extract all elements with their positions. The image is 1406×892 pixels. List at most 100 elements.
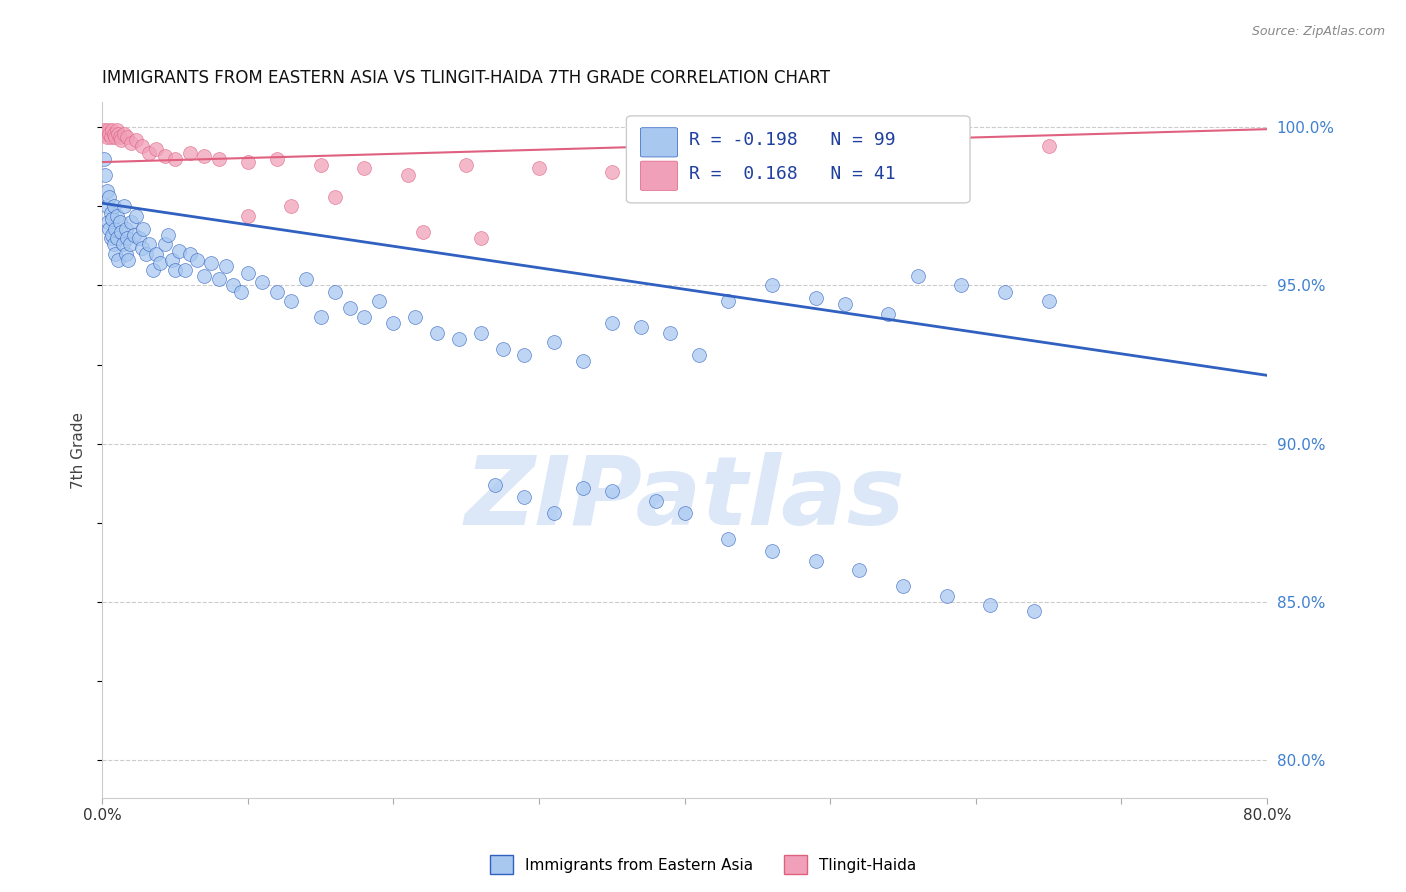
Point xyxy=(115,129,138,144)
Point xyxy=(101,227,124,242)
Point xyxy=(470,231,492,245)
Point xyxy=(101,212,124,227)
Point xyxy=(484,478,506,492)
Point xyxy=(120,136,142,150)
Point xyxy=(138,237,160,252)
Point xyxy=(630,319,652,334)
Point xyxy=(323,285,346,299)
Point xyxy=(994,285,1017,299)
Point xyxy=(382,317,405,331)
Point xyxy=(193,268,215,283)
Point xyxy=(717,294,740,309)
Point xyxy=(208,272,231,286)
Y-axis label: 7th Grade: 7th Grade xyxy=(72,411,86,489)
Point xyxy=(877,307,900,321)
Point xyxy=(163,152,186,166)
Point xyxy=(153,237,176,252)
Point xyxy=(527,161,550,176)
Point xyxy=(804,554,827,568)
Point xyxy=(100,205,122,219)
Point xyxy=(193,149,215,163)
Point xyxy=(644,493,666,508)
Point xyxy=(950,278,973,293)
Point xyxy=(97,123,120,137)
Point xyxy=(153,149,176,163)
Point xyxy=(761,544,783,558)
Point xyxy=(404,310,426,325)
Point xyxy=(110,225,132,239)
Point xyxy=(513,491,536,505)
Point xyxy=(132,221,155,235)
Point xyxy=(135,247,157,261)
Point xyxy=(659,326,682,340)
Point xyxy=(179,145,201,160)
Point xyxy=(163,262,186,277)
Point xyxy=(145,143,167,157)
Point xyxy=(93,123,115,137)
Point xyxy=(309,158,332,172)
Point xyxy=(103,127,125,141)
Point xyxy=(396,168,419,182)
Point xyxy=(447,332,470,346)
Point xyxy=(101,123,124,137)
Point xyxy=(747,152,769,166)
Point xyxy=(108,215,131,229)
Point xyxy=(118,237,141,252)
Point xyxy=(103,199,125,213)
Point xyxy=(236,209,259,223)
Point xyxy=(339,301,361,315)
Point xyxy=(186,253,208,268)
Point xyxy=(125,133,148,147)
Point xyxy=(236,266,259,280)
Point xyxy=(200,256,222,270)
Point xyxy=(112,199,135,213)
Point xyxy=(131,139,153,153)
Point xyxy=(115,231,138,245)
Point xyxy=(309,310,332,325)
Point xyxy=(208,152,231,166)
Point xyxy=(280,199,302,213)
Point xyxy=(804,291,827,305)
Point xyxy=(470,326,492,340)
Point xyxy=(215,260,238,274)
Point xyxy=(673,506,696,520)
Point xyxy=(761,278,783,293)
Point xyxy=(97,215,120,229)
Point xyxy=(100,129,122,144)
Point xyxy=(114,247,136,261)
Text: R = -0.198   N = 99: R = -0.198 N = 99 xyxy=(689,131,896,149)
Point xyxy=(412,225,434,239)
Point xyxy=(145,247,167,261)
Text: ZIPatlas: ZIPatlas xyxy=(464,452,905,545)
Point xyxy=(688,348,710,362)
Point xyxy=(96,199,118,213)
Point xyxy=(236,155,259,169)
Point xyxy=(142,262,165,277)
Point xyxy=(600,164,623,178)
Point xyxy=(229,285,252,299)
Point xyxy=(111,237,134,252)
Point xyxy=(600,317,623,331)
Point xyxy=(935,589,957,603)
Text: Source: ZipAtlas.com: Source: ZipAtlas.com xyxy=(1251,25,1385,38)
Point xyxy=(252,275,274,289)
Point xyxy=(456,158,478,172)
Point xyxy=(1038,294,1060,309)
Point xyxy=(571,481,593,495)
Point xyxy=(131,240,153,254)
Point xyxy=(353,310,375,325)
Point xyxy=(108,129,131,144)
Point xyxy=(107,127,129,141)
Point xyxy=(104,129,127,144)
Point xyxy=(149,256,172,270)
Point xyxy=(907,268,929,283)
Point xyxy=(600,484,623,499)
Point xyxy=(138,145,160,160)
Point xyxy=(571,354,593,368)
Point xyxy=(266,152,288,166)
Point xyxy=(280,294,302,309)
Point xyxy=(104,221,127,235)
Point xyxy=(105,123,128,137)
Point xyxy=(156,227,179,242)
Point xyxy=(222,278,245,293)
